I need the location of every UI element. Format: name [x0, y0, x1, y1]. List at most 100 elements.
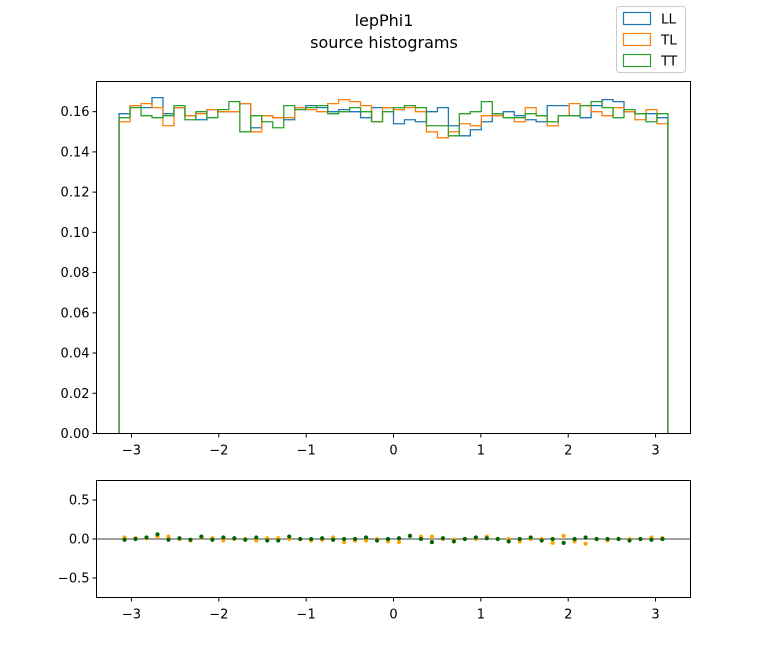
- ratio-point: [363, 538, 369, 543]
- ratio-point: [166, 534, 171, 539]
- x-tick-label: −3: [122, 608, 141, 623]
- ratio-point: [616, 536, 621, 542]
- histogram-line-tl: [118, 98, 669, 434]
- ratio-point: [374, 538, 380, 543]
- ratio-point: [363, 535, 369, 540]
- ratio-point: [342, 536, 347, 542]
- main-plot-frame: [96, 81, 691, 434]
- ratio-plot: −0.5 0.0 0.5 −3 −2 −1 0 1 2 3: [58, 480, 691, 623]
- y-tick-label: 0.02: [61, 387, 90, 402]
- ratio-point: [232, 536, 237, 541]
- legend-swatch-tl: [622, 32, 652, 47]
- ratio-point: [385, 536, 391, 542]
- x-tick-label: −2: [209, 608, 228, 623]
- ratio-point: [462, 536, 467, 542]
- legend-label-ll: LL: [661, 12, 677, 28]
- histogram-line-ll: [118, 96, 669, 434]
- ratio-point: [254, 535, 259, 540]
- x-tick-label: 3: [651, 444, 659, 459]
- ratio-y-axis: −0.5 0.0 0.5: [58, 494, 97, 587]
- ratio-point: [144, 535, 149, 540]
- ratio-point: [550, 540, 555, 546]
- ratio-point: [572, 536, 577, 542]
- ratio-point: [199, 534, 204, 539]
- chart-title: lepPhi1: [355, 11, 414, 30]
- x-tick-label: −3: [122, 444, 141, 459]
- ratio-point: [440, 536, 445, 541]
- main-x-axis: −3 −2 −1 0 1 2 3: [122, 433, 660, 459]
- y-tick-label: 0.08: [61, 266, 90, 281]
- ratio-point: [429, 540, 435, 545]
- ratio-point: [396, 536, 402, 541]
- ratio-point: [583, 535, 588, 540]
- ratio-point: [352, 536, 358, 542]
- x-tick-label: 1: [477, 608, 485, 623]
- ratio-point: [254, 538, 259, 543]
- ratio-point: [605, 536, 610, 542]
- ratio-point: [484, 536, 489, 541]
- ratio-point: [210, 537, 215, 542]
- ratio-point: [517, 536, 522, 542]
- ratio-point: [649, 537, 654, 542]
- legend-label-tl: TL: [660, 33, 677, 49]
- ratio-point: [342, 540, 347, 545]
- ratio-point: [298, 536, 303, 542]
- ratio-point: [287, 534, 292, 539]
- ratio-point: [265, 538, 270, 543]
- y-tick-label: 0.16: [61, 105, 90, 120]
- ratio-point: [550, 536, 555, 542]
- ratio-point: [429, 534, 435, 539]
- x-tick-label: 2: [564, 608, 572, 623]
- ratio-point: [594, 536, 599, 542]
- ratio-points-group: [122, 532, 665, 546]
- x-tick-label: 2: [564, 444, 572, 459]
- legend-swatch-ll: [622, 11, 652, 26]
- legend-label-tt: TT: [660, 54, 678, 70]
- ratio-point: [133, 536, 138, 542]
- x-tick-label: −2: [209, 444, 228, 459]
- y-tick-label: 0.0: [69, 533, 90, 548]
- ratio-point: [407, 533, 413, 538]
- y-tick-label: 0.06: [61, 306, 90, 321]
- x-tick-label: −1: [297, 444, 316, 459]
- ratio-point: [166, 537, 171, 542]
- ratio-point: [221, 535, 226, 540]
- ratio-point: [451, 539, 456, 544]
- ratio-point: [221, 538, 226, 543]
- ratio-point: [473, 535, 478, 540]
- histogram-line-tt: [118, 100, 669, 434]
- ratio-point: [396, 540, 402, 545]
- ratio-point: [495, 536, 500, 542]
- ratio-point: [418, 536, 424, 542]
- x-tick-label: −1: [297, 608, 316, 623]
- x-tick-label: 0: [389, 444, 397, 459]
- histogram-series-group: [118, 96, 669, 434]
- main-y-axis: 0.00 0.02 0.04 0.06 0.08 0.10 0.12 0.14 0.16: [61, 105, 97, 442]
- ratio-point: [188, 537, 193, 542]
- ratio-point: [309, 536, 314, 542]
- ratio-point: [506, 539, 511, 544]
- ratio-point: [276, 538, 281, 543]
- ratio-point: [122, 537, 127, 542]
- chart-subtitle: source histograms: [310, 33, 458, 52]
- ratio-point: [660, 536, 665, 542]
- ratio-x-axis: −3 −2 −1 0 1 2 3: [122, 597, 660, 623]
- ratio-point: [561, 540, 566, 546]
- ratio-point: [243, 537, 248, 542]
- legend: LL TL TT: [616, 6, 686, 73]
- legend-swatch-tt: [622, 53, 652, 68]
- main-plot: 0.000.020.040.060.080.100.120.140.16 −3−…: [61, 81, 691, 459]
- ratio-point: [177, 536, 182, 541]
- y-tick-label: 0.00: [61, 427, 90, 442]
- ratio-point: [320, 536, 325, 541]
- ratio-point: [627, 538, 632, 543]
- y-tick-label: 0.5: [69, 494, 90, 509]
- y-tick-label: 0.04: [61, 347, 90, 362]
- y-tick-label: 0.10: [61, 226, 90, 241]
- ratio-point: [539, 538, 544, 543]
- x-tick-label: 1: [477, 444, 485, 459]
- ratio-point: [528, 535, 533, 540]
- ratio-point: [331, 537, 336, 542]
- ratio-point: [583, 541, 588, 546]
